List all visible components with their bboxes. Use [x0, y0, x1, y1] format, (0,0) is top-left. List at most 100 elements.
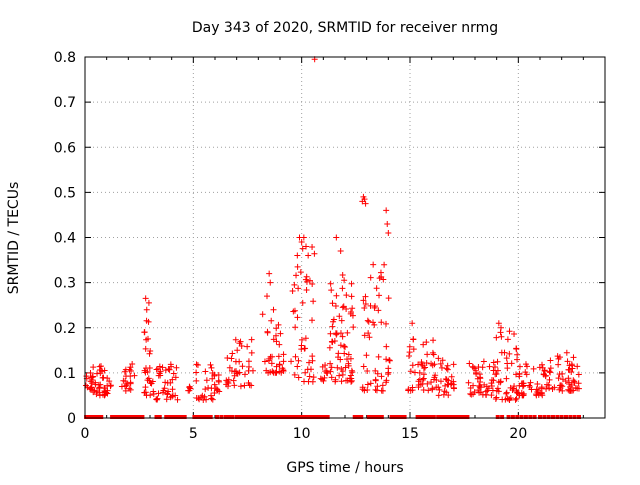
data-point — [88, 376, 95, 383]
data-point — [328, 287, 335, 294]
data-point — [97, 370, 104, 377]
data-point — [568, 382, 575, 389]
zero-marker — [237, 415, 242, 419]
data-point — [123, 382, 130, 389]
data-point — [344, 329, 351, 336]
data-point — [362, 200, 369, 207]
data-point — [268, 317, 275, 324]
data-point — [327, 360, 334, 367]
data-point — [563, 349, 570, 356]
zero-marker — [120, 415, 125, 419]
data-point — [90, 389, 97, 396]
y-tick-label: 0.5 — [54, 185, 76, 201]
data-point — [153, 366, 160, 373]
data-point — [142, 295, 149, 302]
data-point — [338, 317, 345, 324]
data-point — [202, 368, 209, 375]
data-point — [292, 353, 299, 360]
data-point — [209, 396, 216, 403]
data-point — [420, 365, 427, 372]
zero-marker — [399, 415, 404, 419]
zero-marker — [465, 415, 470, 419]
data-point — [233, 370, 240, 377]
data-point — [385, 295, 392, 302]
data-point — [569, 362, 576, 369]
zero-marker — [84, 415, 89, 419]
data-point — [337, 248, 344, 255]
data-point — [364, 387, 371, 394]
data-point — [516, 370, 523, 377]
zero-marker — [366, 415, 371, 419]
data-point — [385, 369, 392, 376]
data-point — [329, 323, 336, 330]
data-point — [365, 330, 372, 337]
data-point — [320, 377, 327, 384]
data-point — [245, 363, 252, 370]
data-point — [523, 371, 530, 378]
data-point — [302, 369, 309, 376]
zero-marker — [379, 415, 384, 419]
y-tick-label: 0.7 — [54, 95, 76, 111]
data-point — [486, 363, 493, 370]
data-point — [377, 269, 384, 276]
data-point — [574, 363, 581, 370]
data-point — [503, 390, 510, 397]
data-point — [424, 351, 431, 358]
data-point — [343, 292, 350, 299]
data-point — [201, 393, 208, 400]
data-point — [473, 370, 480, 377]
data-point — [470, 382, 477, 389]
data-point — [349, 305, 356, 312]
zero-marker — [283, 415, 288, 419]
zero-marker — [436, 415, 441, 419]
data-point — [555, 355, 562, 362]
data-point — [339, 333, 346, 340]
data-point — [546, 376, 553, 383]
data-point — [295, 285, 302, 292]
data-point — [506, 328, 513, 335]
zero-marker — [273, 415, 278, 419]
data-point — [480, 358, 487, 365]
data-point — [520, 390, 527, 397]
data-point — [360, 363, 367, 370]
data-point — [546, 368, 553, 375]
data-point — [498, 333, 505, 340]
x-tick-label: 15 — [401, 426, 419, 442]
data-point — [372, 386, 379, 393]
data-point — [570, 377, 577, 384]
x-tick-label: 10 — [293, 426, 311, 442]
data-point — [575, 385, 582, 392]
data-point — [99, 374, 106, 381]
zero-marker — [182, 415, 187, 419]
data-point — [129, 360, 136, 367]
data-point — [340, 303, 347, 310]
data-point — [297, 269, 304, 276]
data-point — [169, 376, 176, 383]
zero-marker — [208, 415, 213, 419]
data-point — [510, 385, 517, 392]
data-point — [98, 363, 105, 370]
data-point — [475, 387, 482, 394]
data-point — [141, 329, 148, 336]
data-point — [303, 278, 310, 285]
zero-marker — [254, 415, 259, 419]
data-point — [506, 350, 513, 357]
zero-marker — [322, 415, 327, 419]
zero-marker — [117, 415, 122, 419]
data-point — [291, 307, 298, 314]
zero-marker — [157, 415, 162, 419]
zero-marker — [519, 415, 524, 419]
data-point — [530, 365, 537, 372]
data-point — [339, 285, 346, 292]
data-point — [344, 356, 351, 363]
data-point — [373, 285, 380, 292]
zero-marker — [205, 415, 210, 419]
x-tick-label: 5 — [189, 426, 198, 442]
data-point — [94, 388, 101, 395]
data-point — [350, 324, 357, 331]
data-point — [493, 394, 500, 401]
zero-marker — [99, 415, 104, 419]
data-point — [416, 369, 423, 376]
data-point — [261, 358, 268, 365]
data-point — [237, 383, 244, 390]
